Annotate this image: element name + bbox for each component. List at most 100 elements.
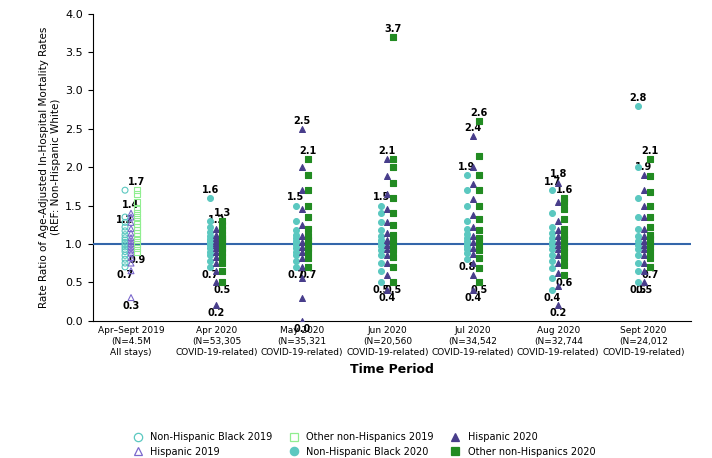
Point [216, 244, 228, 251]
Point [120, 259, 131, 267]
Point [131, 240, 142, 247]
Text: 0.5: 0.5 [372, 285, 390, 295]
Point [290, 237, 302, 245]
Text: 0.2: 0.2 [550, 308, 567, 318]
Point [387, 278, 399, 286]
Point [125, 250, 137, 257]
Point [632, 233, 644, 240]
Text: 1.2: 1.2 [116, 215, 134, 225]
Point [376, 267, 387, 274]
Point [131, 217, 142, 224]
Point [216, 226, 228, 234]
Point [216, 217, 228, 224]
Legend: Non-Hispanic Black 2019, Hispanic 2019, Other non-Hispanics 2019, Non-Hispanic B: Non-Hispanic Black 2019, Hispanic 2019, … [127, 432, 596, 457]
Point [296, 243, 308, 251]
Point [296, 164, 308, 171]
Point [644, 224, 655, 231]
Point [216, 237, 228, 245]
Point [467, 211, 478, 218]
Point [120, 231, 131, 238]
Point [125, 213, 137, 221]
Point [125, 234, 137, 241]
Text: 0.9: 0.9 [128, 255, 146, 265]
Point [131, 244, 142, 251]
Point [553, 226, 564, 234]
Point [553, 237, 564, 245]
Point [120, 227, 131, 234]
Point [547, 275, 558, 282]
Point [131, 206, 142, 213]
Point [131, 233, 142, 240]
Point [638, 202, 649, 209]
Point [632, 102, 644, 109]
Text: 0.3: 0.3 [122, 300, 140, 311]
Point [120, 224, 131, 231]
Point [290, 257, 302, 264]
Text: 1.4: 1.4 [122, 200, 140, 210]
Point [382, 191, 393, 198]
Point [216, 248, 228, 255]
Point [131, 213, 142, 221]
Text: 0.7: 0.7 [287, 270, 305, 280]
Point [473, 254, 484, 262]
Point [296, 275, 308, 282]
Point [296, 263, 308, 271]
Point [120, 263, 131, 271]
Point [638, 245, 649, 253]
Text: 2.1: 2.1 [379, 147, 396, 157]
Point [387, 221, 399, 229]
Point [387, 246, 399, 254]
Text: 0.5: 0.5 [629, 285, 646, 295]
Point [302, 156, 313, 163]
Point [296, 254, 308, 262]
Point [632, 259, 644, 267]
Point [205, 217, 216, 224]
Point [387, 164, 399, 171]
Point [638, 225, 649, 232]
Point [473, 226, 484, 234]
Text: 0.5: 0.5 [214, 285, 231, 295]
Point [638, 278, 649, 286]
Point [467, 244, 478, 251]
Point [638, 237, 649, 245]
Point [461, 186, 473, 194]
Point [547, 257, 558, 264]
Point [216, 222, 228, 229]
Point [290, 217, 302, 224]
Point [547, 224, 558, 231]
Point [644, 173, 655, 180]
Point [120, 245, 131, 253]
Point [302, 233, 313, 240]
Point [120, 186, 131, 194]
Point [120, 252, 131, 259]
Point [382, 245, 393, 253]
Point [632, 225, 644, 232]
Point [638, 267, 649, 274]
Text: 1.5: 1.5 [372, 192, 390, 202]
Point [461, 225, 473, 232]
Point [216, 267, 228, 274]
Point [205, 242, 216, 249]
Point [382, 173, 393, 180]
Point [558, 240, 570, 247]
Point [125, 225, 137, 232]
Point [558, 271, 570, 278]
Point [211, 267, 222, 274]
Point [473, 117, 484, 125]
Point [376, 210, 387, 217]
Point [632, 278, 644, 286]
Text: 0.4: 0.4 [543, 293, 561, 303]
Text: 0.4: 0.4 [379, 293, 396, 303]
Point [125, 240, 137, 247]
Text: 3.7: 3.7 [384, 24, 402, 34]
Point [211, 245, 222, 252]
Point [461, 250, 473, 257]
Point [376, 246, 387, 254]
Point [553, 283, 564, 290]
Point [547, 265, 558, 272]
Point [553, 245, 564, 253]
Point [473, 186, 484, 194]
Point [638, 259, 649, 267]
Point [211, 301, 222, 309]
Point [558, 235, 570, 243]
